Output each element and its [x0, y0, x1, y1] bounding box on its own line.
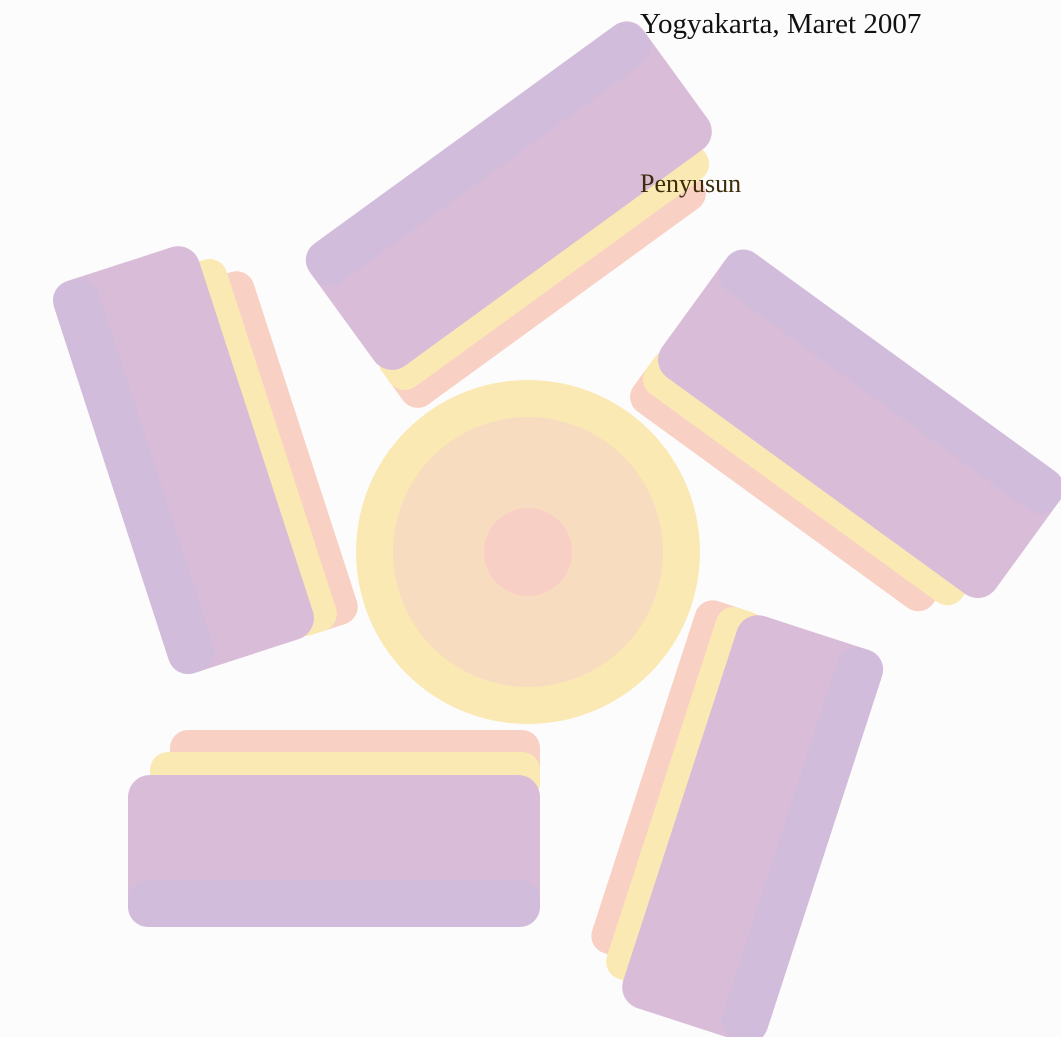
document-page: {"closing": {"place_date": "Yogyakarta, …	[0, 0, 1061, 1037]
watermark-logo	[0, 0, 1061, 1037]
place-date: Yogyakarta, Maret 2007	[640, 8, 921, 41]
logo-inner-circle	[484, 508, 572, 596]
signer-label: Penyusun	[640, 169, 741, 199]
